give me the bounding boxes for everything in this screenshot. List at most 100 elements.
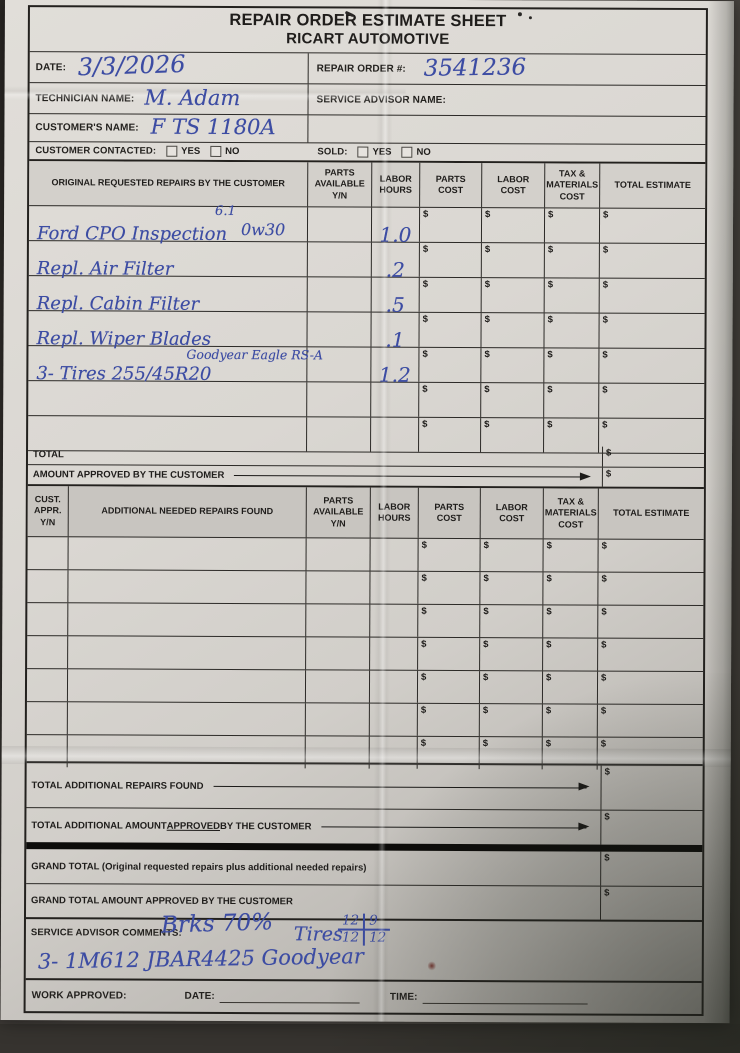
- column-header: LABOR HOURS: [370, 488, 418, 538]
- handwritten-note-above: 6.1: [215, 204, 236, 219]
- amount-approved-label-cell: AMOUNT APPROVED BY THE CUSTOMER: [28, 465, 602, 487]
- grand-total-approved-label-cell: GRAND TOTAL AMOUNT APPROVED BY THE CUSTO…: [26, 884, 600, 920]
- column-header: TAX & MATERIALS COST: [543, 488, 598, 538]
- total-additional-approved-label-cell: TOTAL ADDITIONAL AMOUNT APPROVED BY THE …: [26, 808, 600, 845]
- dollar-sign: $: [422, 384, 427, 395]
- parts-cost-cell: $: [417, 572, 479, 604]
- dollar-sign: $: [422, 540, 427, 551]
- dollar-sign: $: [548, 244, 553, 255]
- date-repair-order-row: DATE: 3/3/2026 REPAIR ORDER #: 3541236: [30, 52, 706, 86]
- parts-available-cell: [306, 312, 370, 346]
- dollar-sign: $: [483, 573, 488, 584]
- grand-total-label-cell: GRAND TOTAL (Original requested repairs …: [26, 849, 600, 886]
- handwritten-customer-name: F TS 1180A: [151, 114, 276, 139]
- labor-cost-cell: $: [479, 671, 542, 703]
- technician-advisor-row: TECHNICIAN NAME: M. Adam SERVICE ADVISOR…: [29, 83, 705, 117]
- dollar-sign: $: [601, 706, 606, 717]
- parts-cost-cell: $: [419, 243, 481, 277]
- dollar-sign: $: [601, 607, 606, 618]
- column-header: CUST. APPR. Y/N: [28, 486, 68, 536]
- column-header: PARTS AVAILABLE Y/N: [306, 487, 370, 537]
- service-advisor-label: SERVICE ADVISOR NAME:: [317, 94, 446, 106]
- column-header: ADDITIONAL NEEDED REPAIRS FOUND: [68, 486, 306, 537]
- dollar-sign: $: [603, 245, 608, 256]
- grand-total-amount-cell: $: [600, 852, 702, 886]
- right-edge-fold-shadow: [704, 1, 734, 1023]
- tax-materials-cost-cell: $: [544, 243, 599, 277]
- dollar-sign: $: [546, 639, 551, 650]
- parts-available-cell: [306, 382, 370, 416]
- parts-cost-cell: $: [418, 348, 480, 382]
- additional-repair-description-cell: [68, 537, 306, 570]
- dollar-sign: $: [604, 812, 609, 823]
- total-estimate-cell: $: [597, 639, 703, 671]
- labor-cost-cell: $: [479, 737, 542, 769]
- column-header: TOTAL ESTIMATE: [598, 489, 704, 539]
- parts-available-cell: [305, 637, 369, 669]
- dollar-sign: $: [602, 541, 607, 552]
- handwritten-labor-hours: 1.2: [371, 363, 418, 387]
- labor-cost-cell: $: [481, 208, 544, 242]
- no-label: NO: [225, 146, 239, 157]
- customer-name-field: CUSTOMER'S NAME: F TS 1180A: [29, 114, 307, 142]
- labor-hours-cell: [369, 638, 417, 670]
- additional-repair-description-cell: [67, 735, 305, 768]
- dollar-sign: $: [603, 210, 608, 221]
- labor-cost-cell: $: [479, 605, 542, 637]
- parts-cost-cell: $: [418, 313, 480, 347]
- dollar-sign: $: [605, 767, 610, 778]
- dollar-sign: $: [604, 853, 609, 864]
- handwritten-tire-tread-grid: 12 9 12 12: [338, 913, 391, 945]
- dollar-sign: $: [601, 739, 606, 750]
- empty-cell: [307, 115, 705, 144]
- customer-contacted-label: CUSTOMER CONTACTED:: [35, 145, 156, 157]
- total-additional-approved-row: TOTAL ADDITIONAL AMOUNT APPROVED BY THE …: [26, 808, 702, 845]
- tax-materials-cost-cell: $: [542, 572, 597, 604]
- handwritten-labor-hours: .2: [372, 258, 419, 282]
- labor-hours-cell: [369, 572, 417, 604]
- labor-cost-cell: $: [480, 418, 543, 452]
- dollar-sign: $: [604, 888, 609, 899]
- parts-cost-cell: $: [417, 671, 479, 703]
- customer-approved-cell: [27, 702, 67, 734]
- parts-available-cell: [307, 277, 371, 311]
- original-repairs-table-header: ORIGINAL REQUESTED REPAIRS BY THE CUSTOM…: [29, 161, 705, 209]
- customer-approved-cell: [27, 669, 67, 701]
- dollar-sign: $: [603, 280, 608, 291]
- dollar-sign: $: [603, 315, 608, 326]
- original-repairs-table-body: 6.1 Ford CPO Inspection 0w30 1.0 $ $ $ $…: [28, 206, 705, 447]
- dollar-sign: $: [547, 384, 552, 395]
- labor-hours-cell: [370, 418, 418, 452]
- sold-no-checkbox: [401, 147, 412, 158]
- column-header: LABOR COST: [480, 488, 543, 538]
- total-estimate-cell: $: [597, 573, 703, 605]
- dollar-sign: $: [421, 573, 426, 584]
- labor-hours-cell: [370, 539, 418, 571]
- tax-materials-cost-cell: $: [542, 671, 597, 703]
- labor-hours-cell: .2: [371, 243, 419, 277]
- customer-approved-cell: [27, 735, 67, 767]
- total-estimate-cell: $: [598, 540, 704, 572]
- amount-approved-cell: $: [602, 468, 704, 487]
- company-name: RICART AUTOMOTIVE: [30, 29, 706, 49]
- work-approved-label: WORK APPROVED:: [32, 990, 127, 1001]
- handwritten-note-inline: 0w30: [241, 220, 285, 239]
- total-estimate-cell: $: [598, 384, 704, 418]
- service-advisor-comments-section: SERVICE ADVISOR COMMENTS: Brks 70% Tires…: [26, 919, 702, 981]
- labor-cost-cell: $: [481, 278, 544, 312]
- table-row: $ $ $ $: [27, 702, 703, 738]
- column-header: PARTS COST: [418, 488, 480, 538]
- amount-approved-row: AMOUNT APPROVED BY THE CUSTOMER $: [28, 465, 704, 489]
- repair-description-cell: Goodyear Eagle RS-A 3- Tires 255/45R20: [28, 346, 306, 381]
- dollar-sign: $: [422, 349, 427, 360]
- technician-field: TECHNICIAN NAME: M. Adam: [29, 83, 307, 114]
- labor-cost-cell: $: [480, 539, 543, 571]
- customer-approved-cell: [28, 537, 68, 569]
- table-row: $ $ $ $: [28, 381, 704, 419]
- parts-cost-cell: $: [417, 638, 479, 670]
- pen-mark: [529, 16, 532, 19]
- dollar-sign: $: [602, 385, 607, 396]
- label-part: TOTAL ADDITIONAL AMOUNT: [31, 820, 166, 832]
- total-additional-amount-cell: $: [600, 766, 702, 810]
- parts-available-cell: [307, 242, 371, 276]
